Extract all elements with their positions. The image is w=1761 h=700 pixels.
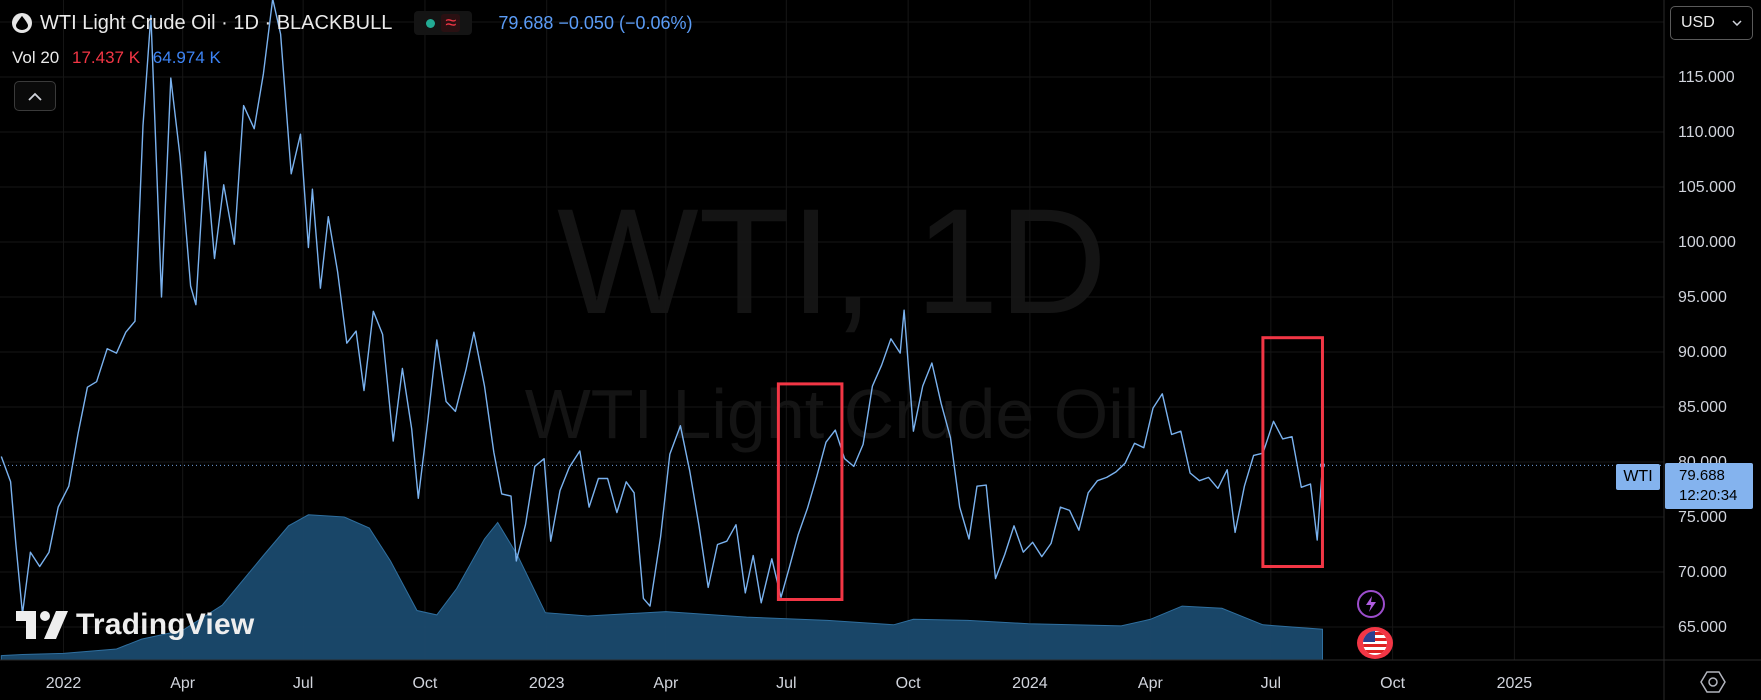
price-tick-label: 75.000 [1678, 509, 1727, 526]
market-status[interactable]: ≈ [414, 11, 473, 35]
bar-countdown: 12:20:34 [1679, 487, 1738, 504]
watermark-line-2: WTI Light Crude Oil [525, 375, 1140, 453]
volume-buy-value: 64.974 K [152, 48, 221, 67]
price-tick-label: 100.000 [1678, 234, 1736, 251]
collapse-legend-button[interactable] [14, 81, 56, 111]
time-tick-label: Apr [170, 675, 196, 692]
quote-values: 79.688 −0.050 (−0.06%) [498, 12, 693, 33]
market-open-icon [426, 18, 436, 28]
price-tick-label: 65.000 [1678, 619, 1727, 636]
settings-hexagon-icon[interactable] [1700, 670, 1726, 694]
currency-value: USD [1681, 14, 1715, 31]
price-tick-label: 95.000 [1678, 289, 1727, 306]
volume-ma-area [0, 514, 1323, 661]
data-delay-icon: ≈ [441, 13, 461, 33]
time-tick-label: 2022 [46, 675, 82, 692]
tradingview-logo-text: TradingView [76, 608, 255, 641]
last-price-value: 79.688 [1679, 467, 1725, 484]
highlight-rectangle [776, 382, 844, 601]
chevron-up-icon [28, 92, 42, 101]
volume-area [0, 514, 1323, 661]
price-tick-label: 110.000 [1678, 124, 1735, 141]
highlight-rectangle [1261, 336, 1324, 569]
price-tick-label: 90.000 [1678, 344, 1727, 361]
time-tick-label: Jul [776, 675, 796, 692]
price-tick-label: 85.000 [1678, 399, 1727, 416]
price-axis[interactable]: 65.00070.00075.00080.00085.00090.00095.0… [1663, 0, 1736, 700]
price-tick-label: 115.000 [1678, 69, 1735, 86]
annotations[interactable] [776, 336, 1324, 601]
time-tick-label: Jul [293, 675, 313, 692]
time-tick-label: 2024 [1012, 675, 1048, 692]
chevron-down-icon [1732, 20, 1742, 26]
time-tick-label: Oct [412, 675, 437, 692]
time-tick-label: Oct [896, 675, 921, 692]
event-lightning-icon[interactable] [1357, 590, 1385, 618]
time-tick-label: 2023 [529, 675, 565, 692]
symbol-price-tag: WTI [1616, 464, 1660, 490]
time-tick-label: Apr [653, 675, 679, 692]
tradingview-logo[interactable]: TradingView [16, 608, 254, 642]
volume-sell-value: 17.437 K [72, 48, 141, 67]
volume-indicator-name: Vol 20 [12, 48, 60, 67]
price-tick-label: 70.000 [1678, 564, 1727, 581]
watermark-line-1: WTI, 1D [557, 177, 1107, 345]
tradingview-mark-icon [16, 611, 68, 639]
price-line [0, 0, 1324, 615]
time-tick-label: Apr [1138, 675, 1164, 692]
volume-legend[interactable]: Vol 20 17.437 K 64.974 K [12, 48, 221, 68]
time-tick-label: Oct [1380, 675, 1405, 692]
price-tick-label: 105.000 [1678, 179, 1736, 196]
time-tick-label: Jul [1261, 675, 1281, 692]
time-axis[interactable]: 2022 Apr Jul Oct 2023 Apr Jul Oct 2024 Apr Jul Oct 2… [0, 659, 1761, 692]
time-tick-label: 2025 [1497, 675, 1533, 692]
last-price-label: 79.688 12:20:34 [1665, 463, 1753, 509]
us-flag-event-icon[interactable] [1357, 627, 1393, 659]
oil-drop-icon [12, 13, 32, 33]
chart-header: WTI Light Crude Oil · 1D · BLACKBULL ≈ 7… [12, 10, 693, 36]
currency-select[interactable]: USD [1670, 6, 1753, 40]
symbol-title[interactable]: WTI Light Crude Oil · 1D · BLACKBULL [40, 11, 393, 34]
